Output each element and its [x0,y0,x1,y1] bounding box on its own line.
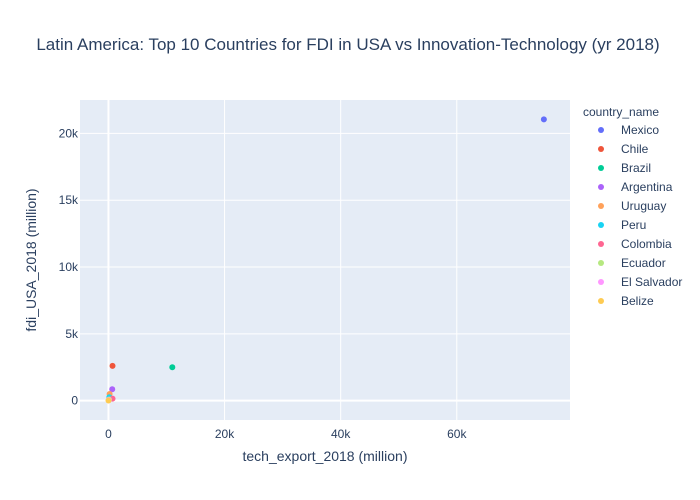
data-point-argentina[interactable] [109,386,116,393]
plot-area [80,100,570,420]
legend-label: Argentina [621,180,673,194]
x-tick-label: 20k [215,427,235,441]
x-axis-ticks: 0 20k 40k 60k [105,427,467,441]
legend-label: Belize [621,294,654,308]
legend-marker [598,260,604,266]
legend-marker [598,241,604,247]
y-tick-label: 15k [59,193,79,207]
legend-marker [598,146,604,152]
legend-label: Ecuador [621,256,666,270]
legend-item-colombia[interactable]: Colombia [598,237,672,251]
legend-item-belize[interactable]: Belize [598,294,654,308]
data-point-mexico[interactable] [540,116,547,123]
grid-lines [80,100,570,420]
y-axis-title: fdi_USA_2018 (million) [23,188,39,331]
legend-label: El Salvador [621,275,682,289]
legend-marker [598,222,604,228]
legend-item-mexico[interactable]: Mexico [598,123,659,137]
legend-label: Chile [621,142,649,156]
y-tick-label: 20k [59,126,79,140]
data-points[interactable] [105,116,547,404]
legend-item-ecuador[interactable]: Ecuador [598,256,666,270]
chart-title: Latin America: Top 10 Countries for FDI … [36,35,659,54]
x-tick-label: 0 [105,427,112,441]
legend-label: Uruguay [621,199,666,213]
legend-marker [598,165,604,171]
data-point-belize[interactable] [105,397,112,404]
y-tick-label: 5k [65,327,79,341]
legend-title: country_name [583,105,659,119]
legend-label: Colombia [621,237,672,251]
legend-item-peru[interactable]: Peru [598,218,646,232]
legend-marker [598,127,604,133]
legend-item-chile[interactable]: Chile [598,142,649,156]
legend-marker [598,279,604,285]
data-point-brazil[interactable] [169,364,176,371]
x-tick-label: 40k [331,427,351,441]
zero-lines [80,100,570,420]
legend-item-el-salvador[interactable]: El Salvador [598,275,682,289]
y-axis-ticks: 0 5k 10k 15k 20k [59,126,79,407]
legend-label: Peru [621,218,646,232]
legend-marker [598,298,604,304]
legend-item-uruguay[interactable]: Uruguay [598,199,666,213]
data-point-chile[interactable] [109,362,116,369]
legend-item-brazil[interactable]: Brazil [598,161,651,175]
legend[interactable]: country_name Mexico Chile Brazil Argentina U… [583,105,682,308]
y-tick-label: 10k [59,260,79,274]
y-tick-label: 0 [71,394,78,408]
x-tick-label: 60k [447,427,467,441]
legend-marker [598,203,604,209]
legend-item-argentina[interactable]: Argentina [598,180,673,194]
legend-marker [598,184,604,190]
legend-label: Mexico [621,123,659,137]
x-axis-title: tech_export_2018 (million) [243,448,408,464]
legend-label: Brazil [621,161,651,175]
